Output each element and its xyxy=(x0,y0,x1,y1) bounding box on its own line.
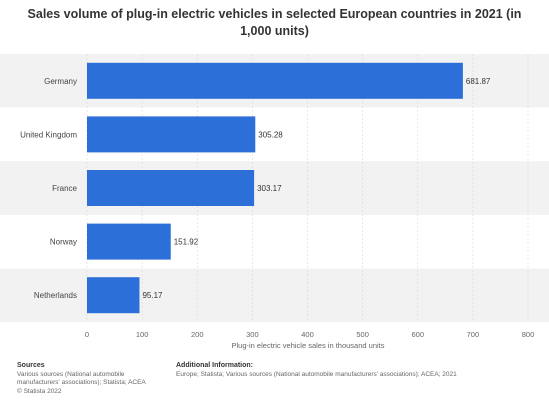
x-axis-title: Plug-in electric vehicle sales in thousa… xyxy=(232,341,385,350)
value-label: 303.17 xyxy=(257,184,282,193)
tick-label: 700 xyxy=(467,330,480,339)
bar xyxy=(87,116,256,153)
tick-label: 200 xyxy=(191,330,204,339)
chart-title: Sales volume of plug-in electric vehicle… xyxy=(27,7,522,38)
tick-label: 100 xyxy=(136,330,149,339)
sources-text: Various sources (National automobile man… xyxy=(17,370,146,387)
additional-info-text: Europe; Statista; Various sources (Natio… xyxy=(176,370,457,378)
category-label: United Kingdom xyxy=(20,130,77,139)
value-label: 151.92 xyxy=(174,238,199,247)
row-band xyxy=(0,268,549,322)
category-label: Germany xyxy=(44,77,77,86)
copyright: © Statista 2022 xyxy=(17,387,62,395)
category-label: Norway xyxy=(50,238,77,247)
value-label: 95.17 xyxy=(142,291,163,300)
value-label: 305.28 xyxy=(258,130,283,139)
tick-label: 400 xyxy=(301,330,314,339)
tick-label: 0 xyxy=(85,330,89,339)
tick-label: 600 xyxy=(411,330,424,339)
tick-label: 300 xyxy=(246,330,259,339)
tick-labels: 0 100 200 300 400 500 600 700 800 xyxy=(85,330,534,339)
sources-title: Sources xyxy=(17,362,45,369)
sources-block: Sources Various sources (National automo… xyxy=(17,362,162,396)
value-labels: 681.87 305.28 303.17 151.92 95.17 xyxy=(142,77,490,300)
bars xyxy=(87,62,463,314)
additional-info-title: Additional Information: xyxy=(176,362,253,369)
category-label: Netherlands xyxy=(34,291,77,300)
tick-label: 500 xyxy=(356,330,369,339)
tick-label: 800 xyxy=(522,330,535,339)
bar xyxy=(87,170,255,206)
additional-info-block: Additional Information: Europe; Statista… xyxy=(176,362,536,379)
bar xyxy=(87,223,171,260)
category-labels: Germany United Kingdom France Norway Netherl… xyxy=(20,77,77,300)
bar xyxy=(87,62,463,99)
category-label: France xyxy=(52,184,77,193)
value-label: 681.87 xyxy=(466,77,491,86)
bar xyxy=(87,277,140,314)
